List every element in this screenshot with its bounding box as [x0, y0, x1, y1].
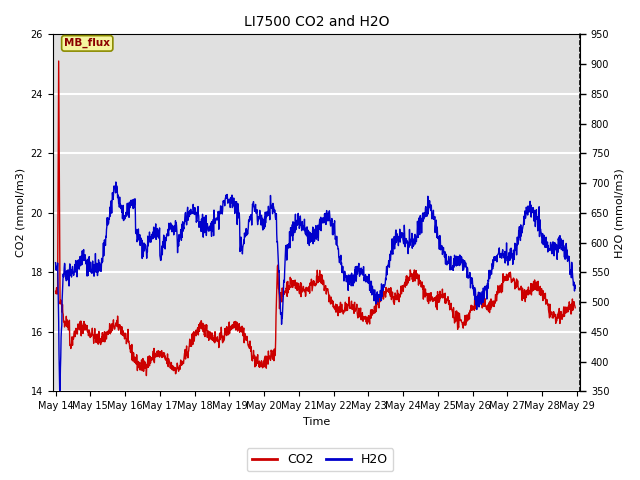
H2O	[52, 260, 60, 265]
CO2	[284, 279, 291, 285]
Y-axis label: H2O (mmol/m3): H2O (mmol/m3)	[615, 168, 625, 258]
CO2	[348, 306, 356, 312]
Y-axis label: CO2 (mmol/m3): CO2 (mmol/m3)	[15, 168, 25, 257]
H2O	[572, 286, 579, 291]
Legend: CO2, H2O: CO2, H2O	[247, 448, 393, 471]
CO2	[293, 282, 301, 288]
CO2	[55, 58, 63, 64]
H2O	[273, 231, 280, 237]
Line: H2O: H2O	[56, 182, 575, 391]
CO2	[143, 372, 150, 378]
H2O	[293, 217, 301, 223]
Line: CO2: CO2	[56, 61, 575, 375]
CO2	[572, 305, 579, 311]
CO2	[92, 340, 100, 346]
H2O	[114, 195, 122, 201]
Title: LI7500 CO2 and H2O: LI7500 CO2 and H2O	[244, 15, 389, 29]
H2O	[112, 179, 120, 185]
H2O	[92, 269, 100, 275]
CO2	[273, 290, 280, 296]
CO2	[113, 324, 121, 329]
H2O	[56, 388, 63, 394]
H2O	[348, 275, 356, 280]
H2O	[284, 246, 291, 252]
X-axis label: Time: Time	[303, 417, 330, 427]
Text: MB_flux: MB_flux	[64, 38, 110, 48]
CO2	[52, 288, 60, 294]
